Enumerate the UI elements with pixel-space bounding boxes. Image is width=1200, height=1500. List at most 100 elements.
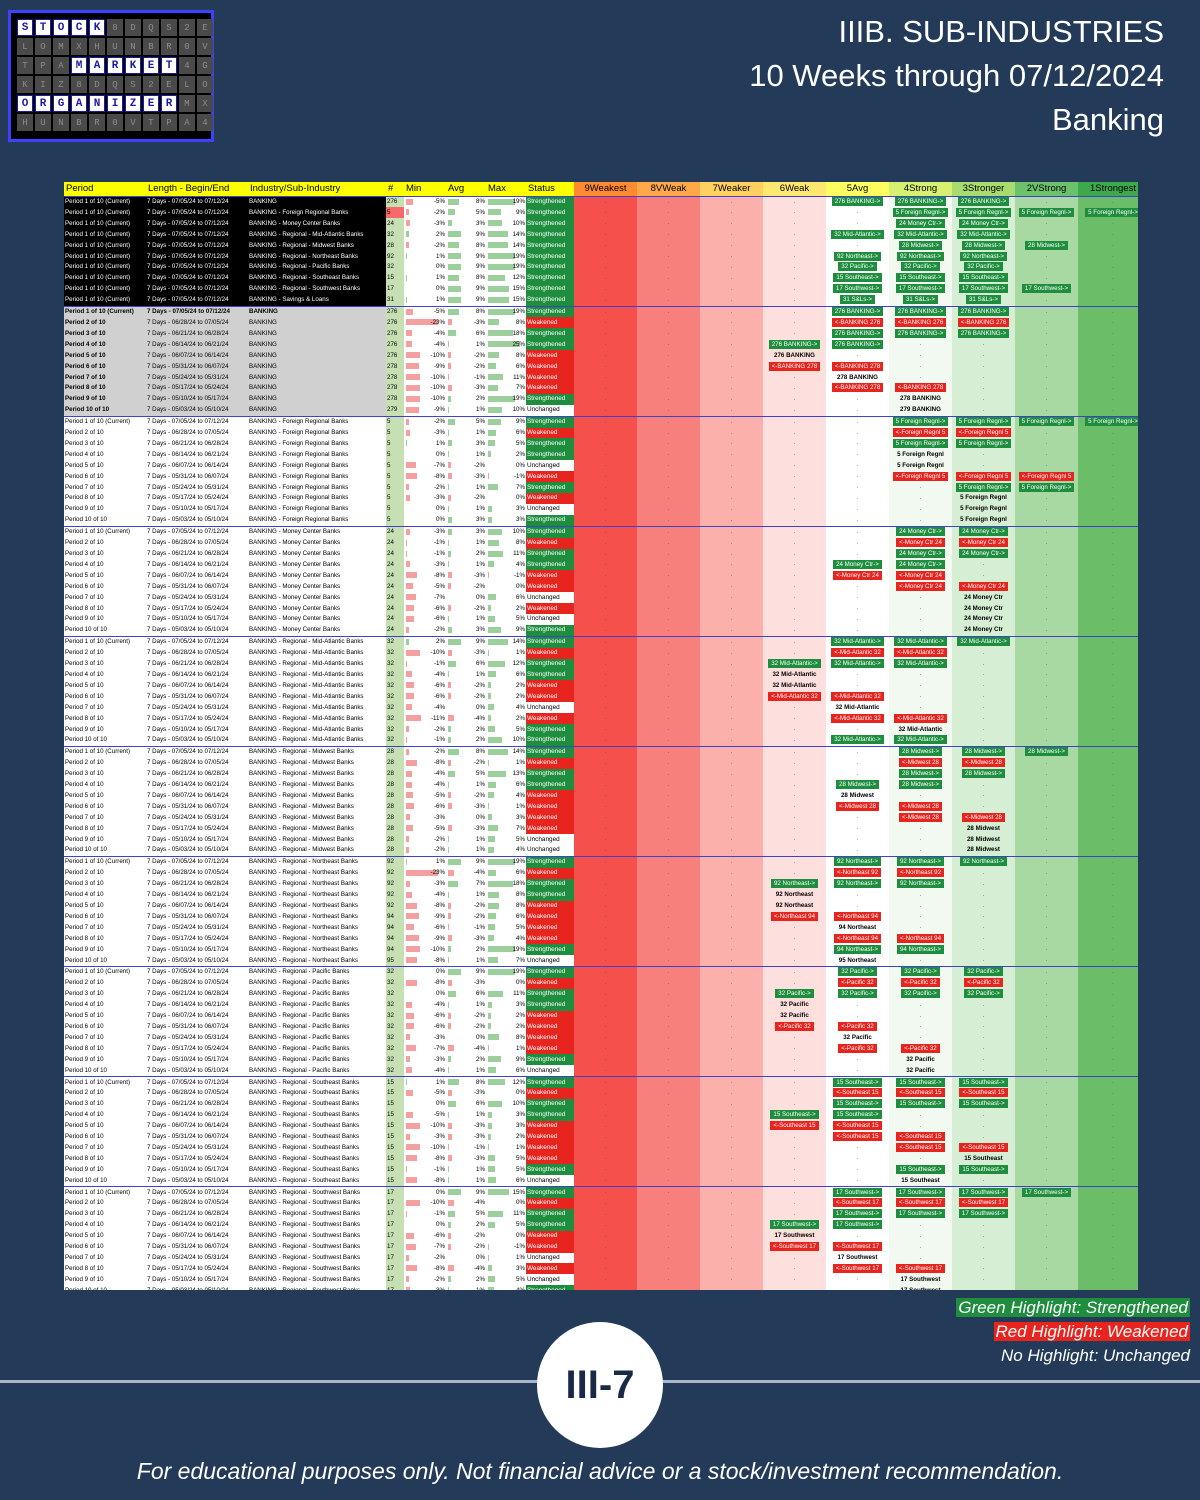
max-cell: 0% <box>486 581 526 592</box>
level-empty: . <box>1045 263 1048 270</box>
strength-level-cell: . <box>763 757 826 769</box>
strength-level-cell: . <box>763 613 826 625</box>
strength-level-cell: . <box>952 559 1015 571</box>
value-text: 8% <box>476 241 485 249</box>
value-bar <box>488 505 493 512</box>
level-marker: 32 Mid-Atlantic <box>898 725 943 733</box>
value-text: 25% <box>512 340 525 348</box>
level-empty: . <box>856 836 859 843</box>
level-empty: . <box>793 253 796 260</box>
strength-level-cell: . <box>763 724 826 735</box>
strength-level-cell: . <box>637 823 700 835</box>
level-empty: . <box>1112 1034 1114 1041</box>
value-bar <box>448 528 453 535</box>
strength-level-cell: . <box>763 229 826 241</box>
level-marker: <-Northeast 92 <box>896 868 945 878</box>
avg-cell: -2% <box>446 361 486 372</box>
length-cell: 7 Days - 06/14/24 to 06/21/24 <box>147 891 229 899</box>
strength-level-cell: . <box>1015 757 1078 769</box>
strength-level-cell: . <box>1015 1021 1078 1033</box>
value-bar <box>488 638 508 645</box>
level-empty: . <box>856 209 859 216</box>
strength-level-cell: . <box>1015 823 1078 835</box>
period-cell: Period 8 of 10 <box>65 1264 104 1272</box>
max-cell: 14% <box>486 240 526 251</box>
value-text: 1% <box>476 1066 485 1074</box>
strength-level-cell: . <box>1078 1263 1138 1275</box>
value-text: 5% <box>516 1275 525 1283</box>
level-empty: . <box>982 1177 985 1184</box>
strength-level-cell: . <box>574 1285 637 1290</box>
strength-level-cell: . <box>700 911 763 923</box>
level-empty: . <box>1112 1189 1114 1196</box>
strength-level-cell: 5 Foreign Regnl-> <box>952 415 1015 428</box>
level-marker: 17 Southwest-> <box>958 284 1009 294</box>
count-cell: 5 <box>386 503 404 515</box>
strength-level-cell: . <box>763 317 826 329</box>
strength-level-cell: 94 Northeast-> <box>889 944 952 956</box>
value-text: -2% <box>473 351 485 359</box>
avg-cell: 1% <box>446 1175 486 1186</box>
level-empty: . <box>730 891 733 898</box>
level-empty: . <box>730 1023 733 1030</box>
strength-level-cell: 5 Foreign Regnl-> <box>952 207 1015 219</box>
level-empty: . <box>1045 626 1048 633</box>
level-empty: . <box>604 583 607 590</box>
industry-cell: BANKING - Regional - Southeast Banks <box>249 1111 360 1119</box>
strength-level-cell: 5 Foreign Regnl-> <box>1015 415 1078 428</box>
max-cell: 7% <box>486 955 526 966</box>
level-empty: . <box>730 1189 733 1196</box>
level-empty: . <box>1112 1166 1114 1173</box>
strength-level-cell: . <box>1015 1230 1078 1242</box>
length-cell: 7 Days - 06/28/24 to 07/05/24 <box>147 869 229 877</box>
strength-level-cell: . <box>637 1274 700 1286</box>
level-empty: . <box>730 649 733 656</box>
count-cell: 15 <box>386 1098 404 1110</box>
min-cell: -7% <box>404 1242 446 1253</box>
value-text: 5% <box>516 725 525 733</box>
level-empty: . <box>667 583 670 590</box>
min-cell: -6% <box>404 680 446 691</box>
value-text: 1% <box>516 649 525 657</box>
level-empty: . <box>667 649 670 656</box>
length-cell: 7 Days - 06/07/24 to 06/14/24 <box>147 571 229 579</box>
strength-level-cell: . <box>1015 272 1078 284</box>
level-empty: . <box>1045 693 1048 700</box>
value-bar <box>406 1111 413 1118</box>
level-empty: . <box>730 693 733 700</box>
level-empty: . <box>667 1045 670 1052</box>
status-cell: Weakened <box>526 1087 574 1099</box>
level-empty: . <box>1045 374 1048 380</box>
level-empty: . <box>1045 462 1048 469</box>
strength-level-cell: . <box>1015 635 1078 648</box>
value-text: -4% <box>433 770 445 778</box>
level-empty: . <box>730 1155 733 1162</box>
level-empty: . <box>667 1144 670 1151</box>
status-cell: Weakened <box>526 1021 574 1033</box>
avg-cell: 3% <box>446 525 486 538</box>
value-text: 11% <box>513 550 525 557</box>
period-cell: Period 4 of 10 <box>65 781 104 789</box>
level-empty: . <box>793 1034 796 1041</box>
strength-level-cell: . <box>1078 1142 1138 1154</box>
level-empty: . <box>667 726 670 732</box>
level-empty: . <box>1045 505 1048 512</box>
table-row: Period 2 of 10 7 Days - 06/28/24 to 07/05… <box>64 757 1138 769</box>
avg-cell: 0% <box>446 1253 486 1264</box>
status-cell: Strengthened <box>526 525 574 538</box>
avg-cell: 0% <box>446 592 486 603</box>
max-cell: 9% <box>486 1054 526 1065</box>
level-empty: . <box>856 626 859 633</box>
value-bar <box>488 715 491 722</box>
value-bar <box>488 231 508 238</box>
value-text: 5% <box>476 1210 485 1218</box>
min-cell: 0% <box>404 1186 446 1198</box>
level-empty: . <box>1112 1287 1114 1290</box>
strength-level-cell: . <box>763 283 826 295</box>
table-row: Period 8 of 10 7 Days - 05/17/24 to 05/24… <box>64 713 1138 724</box>
level-empty: . <box>982 946 985 953</box>
strength-level-cell: . <box>700 889 763 901</box>
level-empty: . <box>1045 858 1048 865</box>
level-empty: . <box>793 263 796 270</box>
strength-level-cell: . <box>1078 361 1138 372</box>
